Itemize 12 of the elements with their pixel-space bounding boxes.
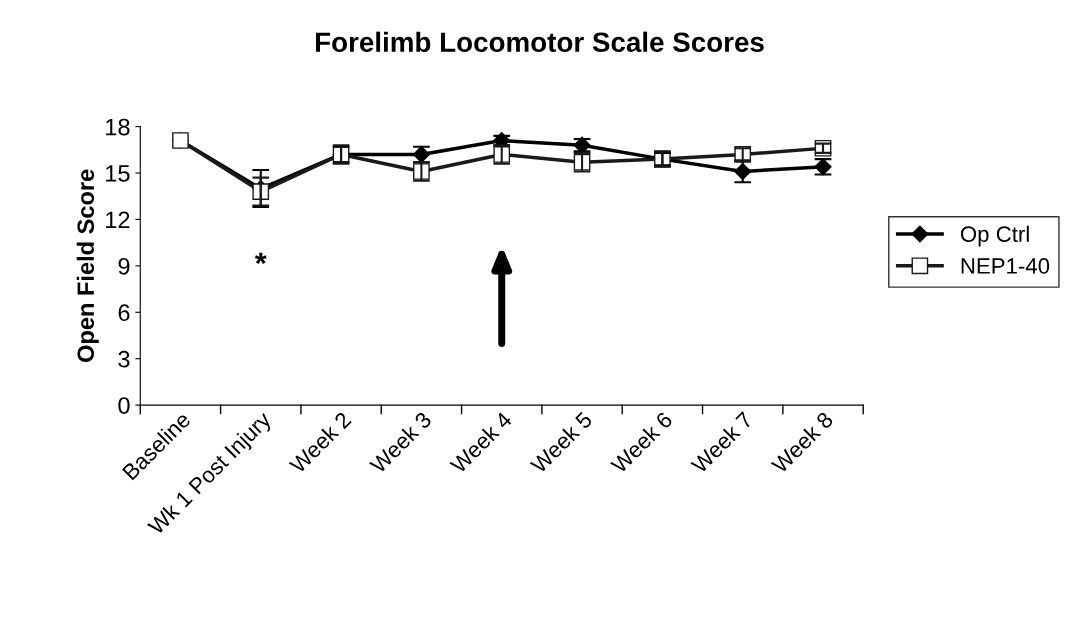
y-tick-label: 9 — [118, 257, 130, 275]
legend-label: Op Ctrl — [960, 225, 1029, 247]
y-tick-label: 15 — [106, 165, 130, 182]
y-tick-label: 18 — [106, 118, 130, 136]
y-tick-label: 6 — [118, 304, 130, 322]
y-tick-label: 3 — [118, 350, 130, 368]
annotation: * — [254, 252, 267, 265]
legend-label: NEP1-40 — [961, 258, 1050, 274]
chart-title: Forelimb Locomotor Scale Scores — [316, 31, 764, 53]
y-tick-label: 12 — [106, 211, 130, 228]
y-axis-title: Open Field Score — [76, 169, 99, 362]
y-tick-label: 0 — [118, 397, 130, 414]
